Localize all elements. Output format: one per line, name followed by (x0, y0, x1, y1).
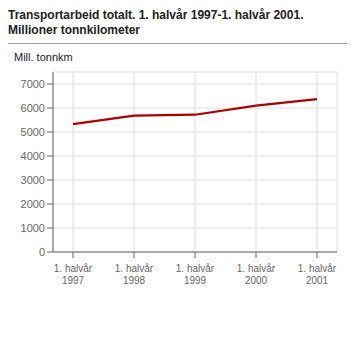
svg-text:7000: 7000 (21, 78, 45, 90)
svg-text:1000: 1000 (21, 222, 45, 234)
svg-text:2000: 2000 (21, 198, 45, 210)
svg-text:3000: 3000 (21, 174, 45, 186)
html-text:Millioner tonnkilometer: Millioner tonnkilometer (8, 23, 140, 37)
svg-text:1. halvår2001: 1. halvår2001 (298, 263, 337, 286)
svg-text:4000: 4000 (21, 150, 45, 162)
svg-text:1. halvår1997: 1. halvår1997 (54, 263, 93, 286)
svg-text:1. halvår1999: 1. halvår1999 (176, 263, 215, 286)
svg-text:5000: 5000 (21, 126, 45, 138)
svg-text:1. halvår2000: 1. halvår2000 (237, 263, 276, 286)
svg-text:6000: 6000 (21, 102, 45, 114)
html-text:Transportarbeid totalt. 1. hal: Transportarbeid totalt. 1. halvår 1997-1… (8, 8, 304, 22)
svg-text:1. halvår1998: 1. halvår1998 (115, 263, 154, 286)
html-text:Mill. tonnkm: Mill. tonnkm (14, 51, 73, 63)
svg-text:0: 0 (39, 246, 45, 258)
